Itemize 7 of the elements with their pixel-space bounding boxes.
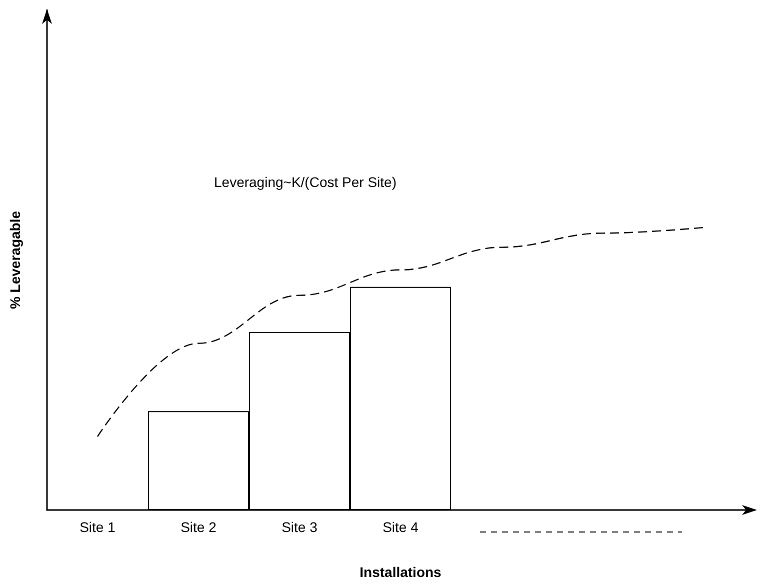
x-tick-label: Site 4: [382, 519, 419, 535]
x-axis-title: Installations: [360, 564, 442, 580]
y-axis-title: % Leveragable: [7, 210, 23, 310]
x-tick-label: Site 1: [80, 519, 116, 535]
x-tick-label: Site 2: [180, 519, 217, 535]
text: Leveraging~K/(Cost Per Site): [214, 174, 396, 190]
x-tick-label: Site 3: [282, 519, 318, 535]
